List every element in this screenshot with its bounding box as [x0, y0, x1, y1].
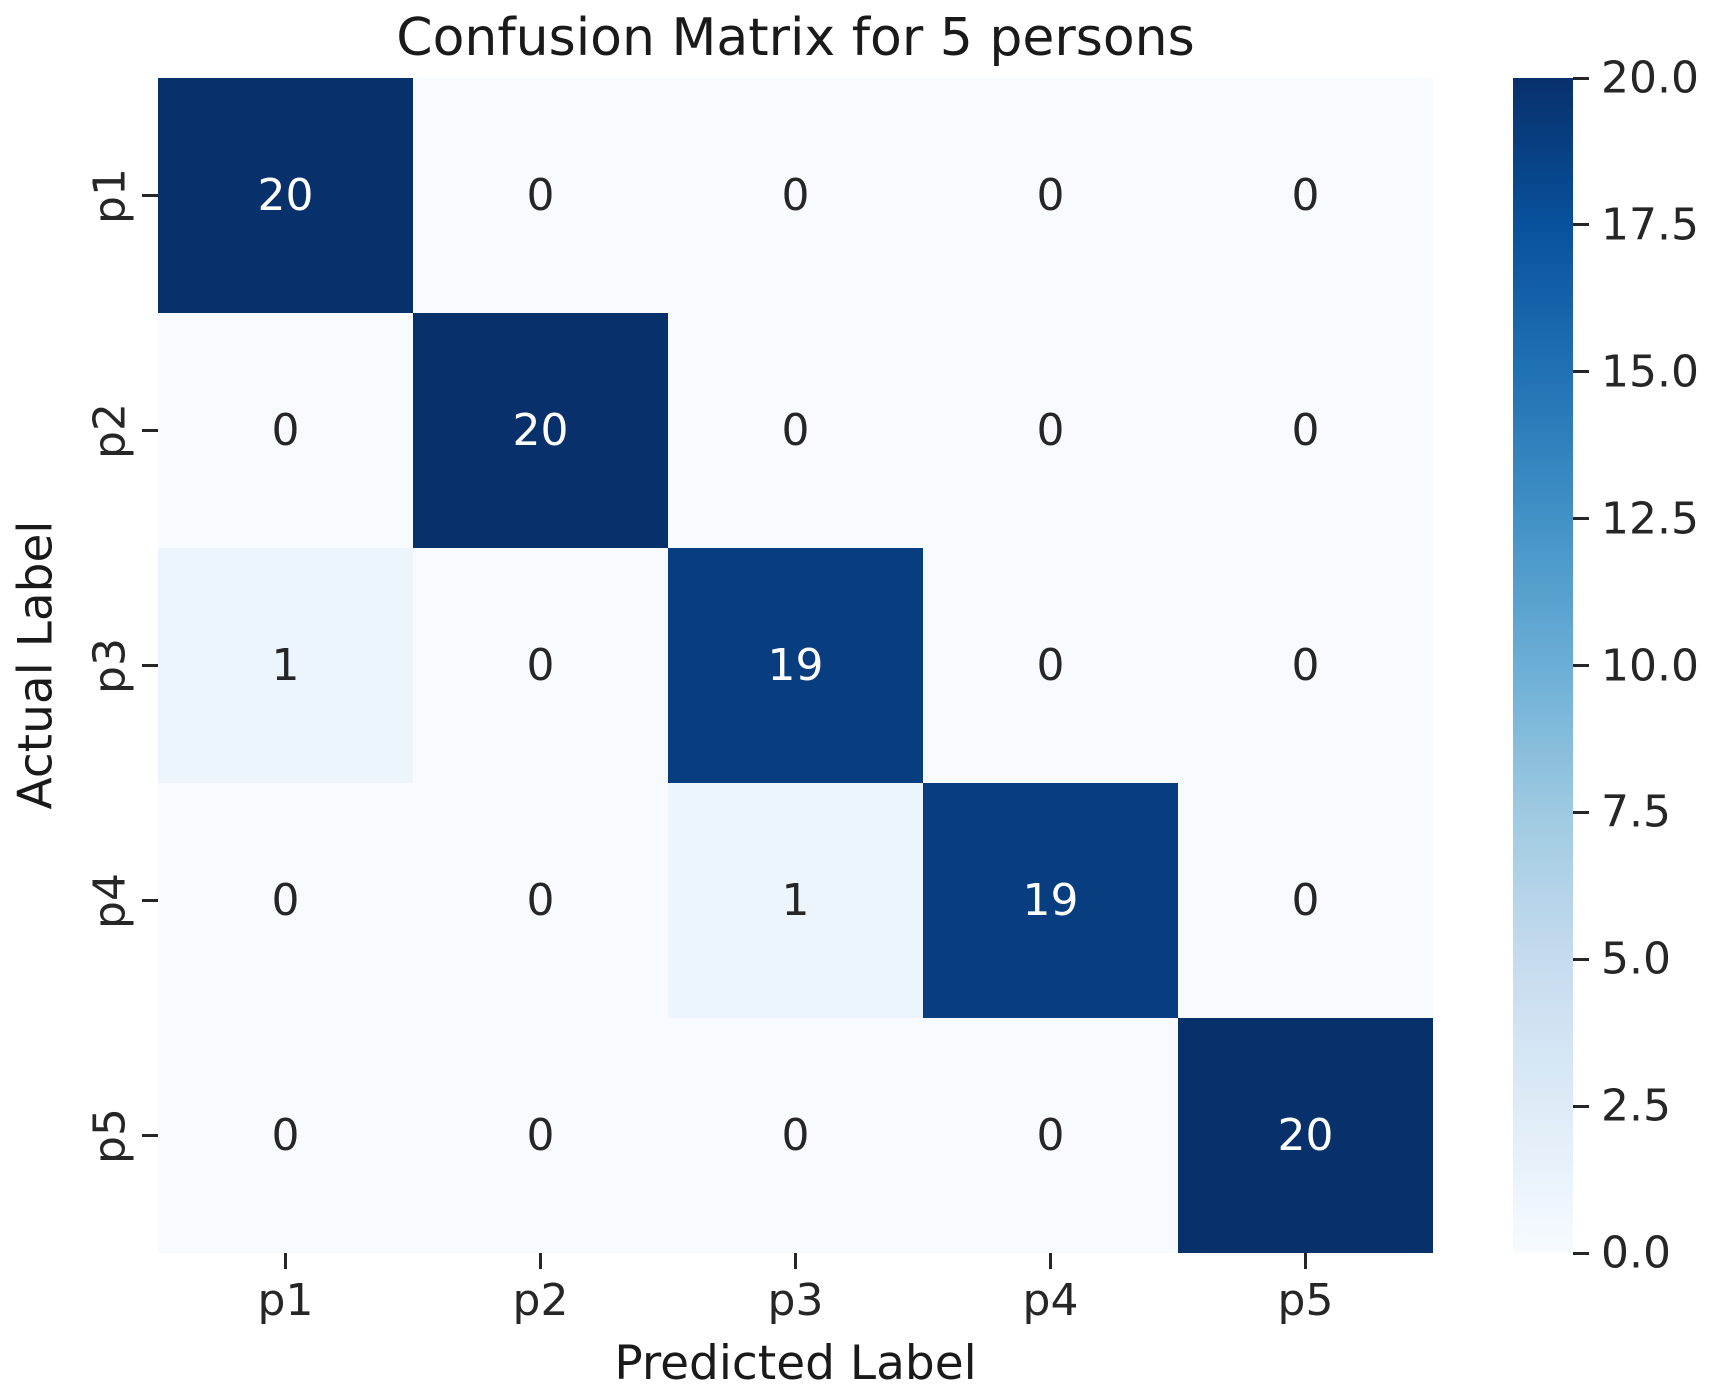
cell-value: 20: [1277, 1109, 1334, 1161]
heatmap-cell-p4-p3: 1: [668, 783, 923, 1018]
x-tick-mark: [1049, 1253, 1052, 1269]
cell-value: 19: [1022, 874, 1079, 926]
x-tick-label-p1: p1: [257, 1275, 314, 1326]
cell-value: 0: [1291, 404, 1320, 456]
x-tick-label-p5: p5: [1277, 1275, 1334, 1326]
cell-value: 0: [1291, 874, 1320, 926]
colorbar-tick-mark: [1573, 664, 1589, 667]
heatmap-cell-p5-p1: 0: [158, 1018, 413, 1253]
y-tick-mark: [142, 429, 158, 432]
x-tick-mark: [1304, 1253, 1307, 1269]
cell-value: 0: [526, 639, 555, 691]
colorbar-tick-label-0.0: 0.0: [1601, 1227, 1671, 1279]
x-tick-mark: [284, 1253, 287, 1269]
cell-value: 0: [1036, 639, 1065, 691]
heatmap-cell-p3-p1: 1: [158, 548, 413, 783]
cell-value: 20: [512, 404, 569, 456]
heatmap-cell-p2-p3: 0: [668, 313, 923, 548]
colorbar-tick-label-7.5: 7.5: [1601, 786, 1671, 838]
heatmap-cell-p4-p4: 19: [923, 783, 1178, 1018]
colorbar-tick-label-20.0: 20.0: [1601, 52, 1699, 104]
heatmap-grid: 20 0 0 0 0 0 20 0 0 0 1 0 19 0 0 0 0 1 19 0 0 0 0 0 20: [158, 78, 1433, 1253]
heatmap-cell-p2-p5: 0: [1178, 313, 1433, 548]
colorbar-tick-label-10.0: 10.0: [1601, 640, 1699, 691]
cell-value: 0: [781, 404, 810, 456]
heatmap-cell-p5-p2: 0: [413, 1018, 668, 1253]
heatmap-cell-p3-p3: 19: [668, 548, 923, 783]
cell-value: 19: [767, 639, 824, 691]
heatmap-cell-p1-p4: 0: [923, 78, 1178, 313]
colorbar-tick-label-12.5: 12.5: [1601, 493, 1699, 545]
colorbar-tick-label-5.0: 5.0: [1601, 933, 1671, 985]
cell-value: 0: [1291, 169, 1320, 221]
x-tick-mark: [539, 1253, 542, 1269]
y-axis-label: Actual Label: [8, 520, 64, 810]
cell-value: 0: [271, 874, 300, 926]
heatmap-cell-p1-p3: 0: [668, 78, 923, 313]
x-tick-mark: [794, 1253, 797, 1269]
cell-value: 0: [526, 874, 555, 926]
colorbar-tick-mark: [1573, 957, 1589, 961]
y-tick-label-p2: p2: [84, 402, 136, 459]
cell-value: 0: [271, 1109, 300, 1161]
colorbar-tick-mark: [1573, 1104, 1589, 1108]
cell-value: 20: [257, 169, 314, 221]
cell-value: 0: [781, 1109, 810, 1161]
cell-value: 0: [271, 404, 300, 456]
cell-value: 1: [781, 874, 810, 926]
heatmap-cell-p1-p1: 20: [158, 78, 413, 313]
colorbar-tick-mark: [1573, 76, 1589, 80]
cell-value: 0: [526, 169, 555, 221]
heatmap-cell-p4-p1: 0: [158, 783, 413, 1018]
colorbar-tick-label-17.5: 17.5: [1601, 199, 1699, 251]
cell-value: 0: [1036, 169, 1065, 221]
colorbar-tick-label-15.0: 15.0: [1601, 346, 1699, 398]
cell-value: 0: [1291, 639, 1320, 691]
cell-value: 0: [526, 1109, 555, 1161]
colorbar-tick-mark: [1573, 223, 1589, 227]
y-tick-label-p5: p5: [84, 1107, 136, 1164]
x-tick-label-p3: p3: [767, 1275, 824, 1326]
y-tick-label-p4: p4: [84, 872, 136, 929]
heatmap-cell-p5-p3: 0: [668, 1018, 923, 1253]
cell-value: 0: [781, 169, 810, 221]
colorbar-tick-mark: [1573, 810, 1589, 814]
x-tick-label-p4: p4: [1022, 1275, 1079, 1326]
heatmap-cell-p3-p4: 0: [923, 548, 1178, 783]
colorbar-tick-mark: [1573, 370, 1589, 374]
colorbar-tick-mark: [1573, 1251, 1589, 1255]
cell-value: 0: [1036, 404, 1065, 456]
chart-title: Confusion Matrix for 5 persons: [396, 8, 1195, 68]
heatmap-cell-p2-p4: 0: [923, 313, 1178, 548]
colorbar: [1513, 78, 1573, 1253]
x-tick-label-p2: p2: [512, 1275, 569, 1326]
cell-value: 0: [1036, 1109, 1065, 1161]
heatmap-cell-p4-p5: 0: [1178, 783, 1433, 1018]
y-tick-label-p1: p1: [84, 167, 136, 224]
y-tick-mark: [142, 194, 158, 197]
y-tick-mark: [142, 899, 158, 902]
y-tick-label-p3: p3: [84, 637, 136, 694]
colorbar-tick-label-2.5: 2.5: [1601, 1080, 1671, 1132]
heatmap-cell-p3-p2: 0: [413, 548, 668, 783]
colorbar-tick-mark: [1573, 517, 1589, 521]
heatmap-cell-p4-p2: 0: [413, 783, 668, 1018]
heatmap-cell-p3-p5: 0: [1178, 548, 1433, 783]
cell-value: 1: [271, 639, 300, 691]
heatmap-cell-p2-p1: 0: [158, 313, 413, 548]
heatmap-cell-p1-p5: 0: [1178, 78, 1433, 313]
heatmap-cell-p5-p4: 0: [923, 1018, 1178, 1253]
heatmap-cell-p2-p2: 20: [413, 313, 668, 548]
y-tick-mark: [142, 664, 158, 667]
heatmap-cell-p1-p2: 0: [413, 78, 668, 313]
x-axis-label: Predicted Label: [614, 1336, 977, 1391]
y-tick-mark: [142, 1134, 158, 1137]
heatmap-cell-p5-p5: 20: [1178, 1018, 1433, 1253]
